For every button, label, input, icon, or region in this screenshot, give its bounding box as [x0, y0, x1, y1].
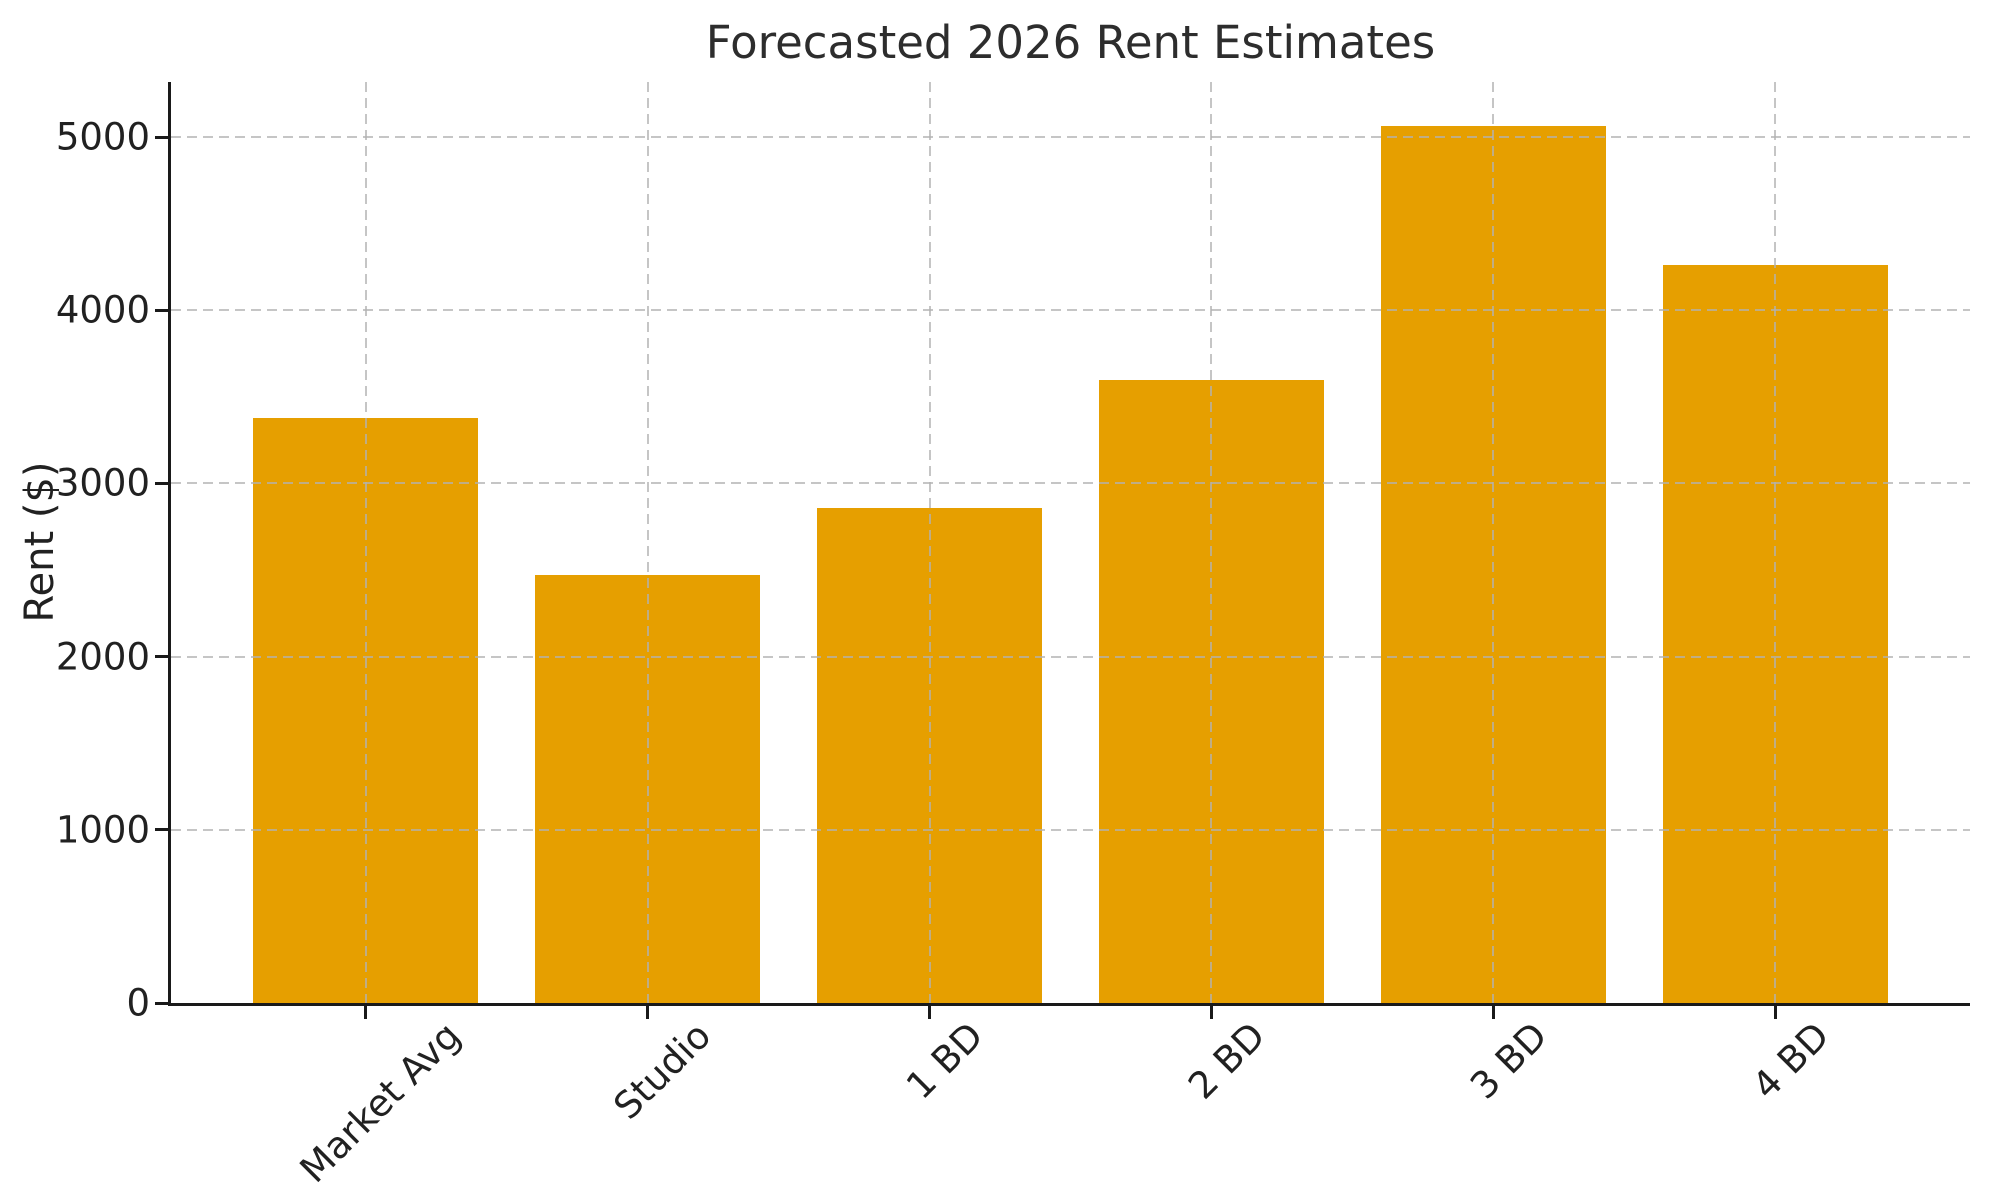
- chart-title: Forecasted 2026 Rent Estimates: [705, 16, 1436, 69]
- v-gridline: [1774, 82, 1777, 1003]
- y-tick-label: 0: [126, 981, 150, 1025]
- x-axis-spine: [168, 1003, 1970, 1006]
- v-gridline: [928, 82, 931, 1003]
- x-tick-label: 2 BD: [1179, 1014, 1274, 1108]
- y-tick-label: 4000: [55, 288, 150, 332]
- plot-area: 0 1000 2000 3000 4000 5000 Market Avg Studio 1 B…: [56, 82, 1970, 1191]
- y-tick-mark: [155, 655, 168, 659]
- x-tick-label: 1 BD: [897, 1014, 992, 1108]
- h-gridline: [171, 828, 1970, 831]
- y-axis-spine: [168, 82, 171, 1006]
- x-tick-mark: [646, 1006, 650, 1019]
- y-tick-mark: [155, 135, 168, 139]
- x-tick-label: Studio: [605, 1014, 720, 1128]
- h-gridline: [171, 136, 1970, 139]
- v-gridline: [646, 82, 649, 1003]
- v-gridline: [1210, 82, 1213, 1003]
- y-tick-mark: [155, 828, 168, 832]
- x-tick-mark: [1773, 1006, 1777, 1019]
- y-tick-label: 2000: [55, 635, 150, 679]
- x-tick-mark: [1209, 1006, 1213, 1019]
- v-gridline: [1492, 82, 1495, 1003]
- h-gridline: [171, 655, 1970, 658]
- x-tick-label: 4 BD: [1743, 1014, 1838, 1108]
- x-tick-mark: [928, 1006, 931, 1019]
- x-tick-label: 3 BD: [1461, 1014, 1556, 1108]
- y-tick-mark: [155, 1001, 168, 1005]
- x-tick-mark: [364, 1006, 368, 1019]
- y-tick-mark: [155, 308, 168, 312]
- x-tick-mark: [1491, 1006, 1495, 1019]
- y-tick-label: 5000: [55, 115, 150, 159]
- y-tick-label: 1000: [55, 808, 150, 852]
- v-gridline: [364, 82, 367, 1003]
- h-gridline: [171, 309, 1970, 312]
- y-tick-label: 3000: [55, 461, 150, 505]
- y-tick-mark: [155, 481, 168, 485]
- x-tick-label: Market Avg: [292, 1014, 470, 1192]
- h-gridline: [171, 482, 1970, 485]
